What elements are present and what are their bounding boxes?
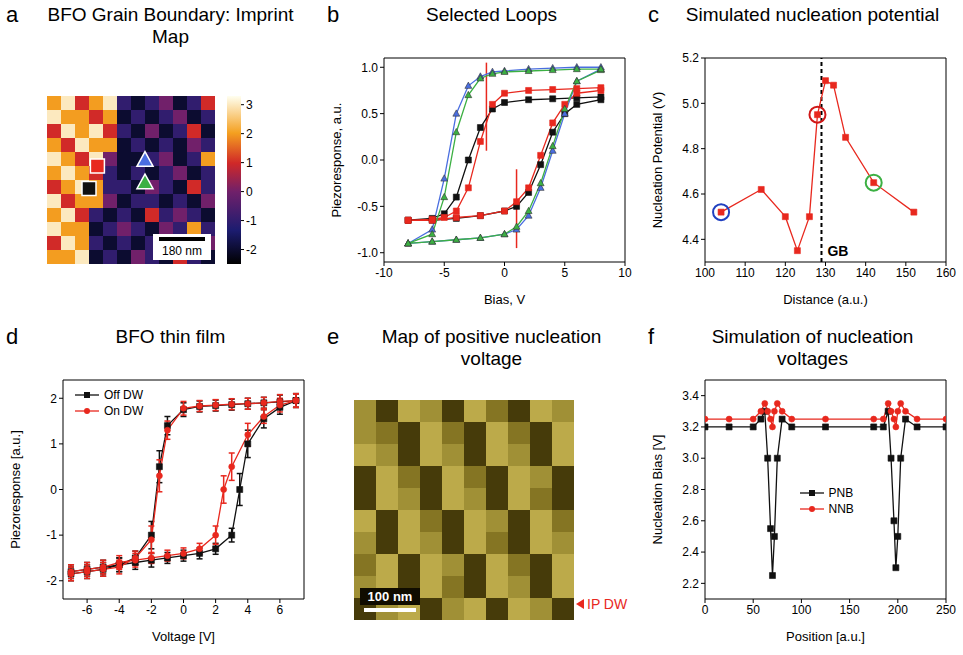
svg-text:2.4: 2.4 (682, 545, 699, 559)
svg-text:130: 130 (815, 266, 835, 280)
svg-text:10: 10 (618, 266, 632, 280)
svg-text:4.8: 4.8 (682, 142, 699, 156)
svg-text:0: 0 (180, 603, 187, 617)
svg-text:-1: -1 (46, 528, 57, 542)
html-text:On DW: On DW (104, 404, 144, 418)
svg-text:120: 120 (775, 266, 795, 280)
html-text:Off DW: Off DW (104, 388, 144, 402)
svg-text:200: 200 (888, 603, 908, 617)
svg-text:100: 100 (791, 603, 811, 617)
svg-text:Distance (a.u.): Distance (a.u.) (783, 292, 868, 307)
html-text:Simulated nucleation potential: Simulated nucleation potential (685, 4, 940, 25)
html-text:f: f (648, 324, 655, 349)
svg-text:4: 4 (244, 603, 251, 617)
svg-text:Position [a.u.]: Position [a.u.] (786, 629, 865, 644)
svg-text:150: 150 (840, 603, 860, 617)
html-text:Simulation of nucleation volta: Simulation of nucleation voltages (711, 326, 914, 369)
svg-text:150: 150 (896, 266, 916, 280)
svg-text:GB: GB (827, 243, 848, 259)
svg-text:5: 5 (561, 266, 568, 280)
svg-text:-6: -6 (82, 603, 93, 617)
svg-text:-1: -1 (246, 214, 257, 228)
html-text:d: d (6, 324, 19, 349)
svg-text:2: 2 (212, 603, 219, 617)
svg-text:-0.5: -0.5 (357, 200, 378, 214)
svg-text:-5: -5 (439, 266, 450, 280)
svg-text:Piezoresponse [a.u.]: Piezoresponse [a.u.] (8, 430, 23, 549)
svg-text:2: 2 (50, 392, 57, 406)
svg-text:0.0: 0.0 (361, 153, 378, 167)
svg-text:Bias, V: Bias, V (484, 292, 526, 307)
svg-text:Piezoresponse, a.u.: Piezoresponse, a.u. (329, 103, 344, 218)
svg-text:2.8: 2.8 (682, 483, 699, 497)
svg-text:6: 6 (277, 603, 284, 617)
html-text:PNB: PNB (828, 485, 854, 500)
svg-text:-2: -2 (246, 243, 257, 257)
svg-text:1.0: 1.0 (361, 61, 378, 75)
svg-text:4.4: 4.4 (682, 233, 699, 247)
svg-text:160: 160 (936, 266, 956, 280)
html-text:Selected Loops: Selected Loops (426, 4, 557, 25)
html-text:BFO thin film: BFO thin film (115, 326, 226, 347)
svg-text:50: 50 (747, 603, 761, 617)
html-text:NNB: NNB (828, 501, 854, 516)
svg-text:-2: -2 (146, 603, 157, 617)
svg-text:3.4: 3.4 (682, 389, 699, 403)
svg-text:0.5: 0.5 (361, 107, 378, 121)
svg-text:Voltage [V]: Voltage [V] (152, 629, 215, 644)
html-text:Map of positive nucleation vol: Map of positive nucleation voltage (381, 326, 602, 369)
svg-text:100: 100 (695, 266, 715, 280)
svg-text:5.0: 5.0 (682, 97, 699, 111)
svg-text:-4: -4 (114, 603, 125, 617)
svg-text:0: 0 (702, 603, 709, 617)
html-text:e: e (327, 324, 340, 349)
svg-text:IP DW: IP DW (587, 596, 628, 612)
svg-text:140: 140 (856, 266, 876, 280)
svg-text:110: 110 (736, 266, 755, 280)
svg-text:0: 0 (246, 185, 253, 199)
html-text:a: a (6, 2, 19, 27)
svg-text:-2: -2 (46, 574, 57, 588)
html-text:BFO Grain Boundary: Imprint Ma: BFO Grain Boundary: Imprint Map (47, 4, 294, 47)
svg-text:-1.0: -1.0 (357, 246, 378, 260)
svg-text:250: 250 (936, 603, 956, 617)
svg-text:0: 0 (501, 266, 508, 280)
html-text:c: c (648, 2, 659, 27)
svg-text:100 nm: 100 nm (368, 589, 413, 604)
svg-text:3.2: 3.2 (682, 420, 699, 434)
svg-text:180 nm: 180 nm (162, 244, 202, 258)
svg-text:Nucleation Potential (V): Nucleation Potential (V) (650, 92, 665, 229)
svg-text:1: 1 (246, 156, 253, 170)
svg-text:2.6: 2.6 (682, 514, 699, 528)
svg-text:3: 3 (246, 98, 253, 112)
svg-text:0: 0 (50, 483, 57, 497)
svg-text:4.6: 4.6 (682, 187, 699, 201)
svg-text:2: 2 (246, 127, 253, 141)
svg-text:5.2: 5.2 (682, 51, 699, 65)
svg-text:2.2: 2.2 (682, 577, 699, 591)
svg-text:3.0: 3.0 (682, 451, 699, 465)
svg-text:Nucleation Bias [V]: Nucleation Bias [V] (650, 435, 665, 545)
svg-text:-10: -10 (375, 266, 393, 280)
svg-text:1: 1 (50, 437, 57, 451)
html-text:b: b (327, 2, 340, 27)
